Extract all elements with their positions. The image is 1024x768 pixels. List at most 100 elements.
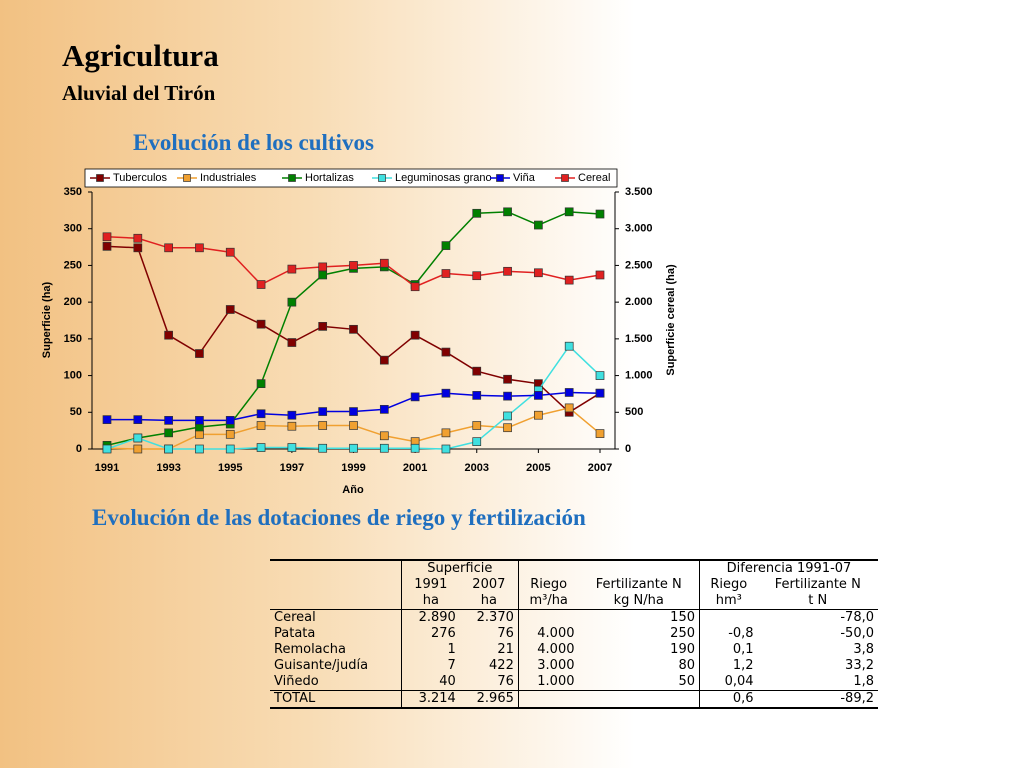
- point: [595, 270, 605, 280]
- table-row: 1991 2007 Riego Fertilizante N Riego Fertiliz…: [270, 577, 878, 593]
- table-cell: -0,8: [698, 626, 758, 642]
- table-cell: 2.370: [476, 610, 514, 625]
- legend-marker: [496, 174, 504, 182]
- point: [595, 429, 605, 438]
- table-cell: 0,6: [698, 690, 758, 709]
- group-header: Superficie: [400, 559, 519, 577]
- point: [287, 264, 297, 274]
- point: [318, 421, 328, 430]
- point: [349, 324, 358, 334]
- table-cell: 50: [678, 674, 695, 689]
- y2-tick-label: 2.500: [625, 259, 653, 271]
- point: [195, 243, 204, 253]
- point: [472, 208, 482, 218]
- legend-box: [84, 168, 618, 188]
- point: [318, 270, 328, 280]
- x-tick-label: 2001: [403, 462, 427, 474]
- point: [441, 388, 451, 398]
- point: [102, 232, 112, 242]
- point: [379, 431, 389, 441]
- series-line: [107, 391, 601, 422]
- point: [164, 416, 173, 425]
- legend-marker: [561, 174, 569, 182]
- table-cell: 250: [670, 626, 695, 641]
- point: [410, 443, 420, 453]
- table-cell: 2.890: [400, 609, 460, 626]
- point: [441, 428, 451, 438]
- table-cell: 1,8: [853, 674, 874, 689]
- y-axis-label: Superficie (ha): [41, 281, 53, 358]
- point: [410, 392, 420, 402]
- point: [287, 338, 297, 347]
- table-title: Evolución de las dotaciones de riego y f…: [92, 505, 586, 530]
- table-row: ha ha m³/ha kg N/ha hm³ t N: [270, 593, 878, 610]
- legend-marker: [378, 174, 386, 182]
- point: [256, 421, 266, 430]
- point: [379, 355, 389, 365]
- point: [503, 411, 512, 421]
- point: [349, 443, 358, 453]
- table-cell: [698, 609, 758, 626]
- table-cell: [578, 690, 700, 709]
- x-tick-label: 1995: [218, 462, 242, 474]
- column-header: Riego: [698, 577, 758, 593]
- point: [318, 407, 328, 416]
- point: [225, 416, 235, 425]
- table-cell: 0,04: [698, 674, 758, 691]
- table-cell: -50,0: [840, 626, 874, 641]
- x-tick-label: 1991: [95, 462, 119, 474]
- point: [564, 275, 574, 285]
- point: [164, 243, 173, 253]
- x-axis-label: Año: [342, 484, 364, 496]
- point: [564, 341, 574, 351]
- table-cell: 150: [670, 610, 695, 625]
- table-cell: 422: [489, 658, 514, 673]
- point: [349, 261, 358, 270]
- unit-header: ha: [400, 593, 460, 610]
- point: [379, 258, 389, 268]
- slide-subtitle: Aluvial del Tirón: [62, 81, 216, 105]
- table-cell: -78,0: [840, 610, 874, 625]
- table-row: TOTAL 3.214 2.965 0,6 -89,2: [270, 690, 878, 709]
- table-cell: 33,2: [845, 658, 874, 673]
- table-cell: 21: [497, 642, 514, 657]
- point: [225, 247, 235, 257]
- row-label: Guisante/judía: [274, 658, 369, 673]
- point: [595, 388, 605, 398]
- column-header: 1991: [400, 577, 460, 593]
- table-cell: 4.000: [517, 642, 579, 658]
- point: [287, 443, 297, 452]
- row-label: Viñedo: [274, 674, 319, 689]
- table-cell: 40: [400, 674, 460, 691]
- y2-tick-label: 0: [625, 443, 631, 455]
- point: [133, 233, 143, 243]
- x-tick-label: 1993: [156, 462, 180, 474]
- point: [102, 241, 112, 251]
- legend-label: Tuberculos: [113, 172, 168, 184]
- point: [318, 262, 328, 272]
- table-cell: 1,2: [698, 658, 758, 674]
- point: [472, 391, 482, 400]
- x-tick-label: 1999: [341, 462, 365, 474]
- point: [256, 443, 266, 452]
- table-cell: 2.965: [459, 690, 519, 709]
- legend-marker: [288, 174, 296, 182]
- row-label: Remolacha: [274, 642, 346, 657]
- row-label: TOTAL: [270, 690, 402, 709]
- table-cell: [517, 690, 579, 709]
- point: [503, 266, 512, 276]
- point: [503, 207, 512, 217]
- point: [256, 379, 266, 388]
- x-tick-label: 2007: [588, 462, 612, 474]
- column-header: Fertilizante N: [774, 577, 861, 592]
- table-cell: 80: [678, 658, 695, 673]
- y-tick-label: 150: [64, 333, 82, 345]
- column-header: Fertilizante N: [595, 577, 682, 592]
- table-cell: 276: [400, 626, 460, 642]
- table-row: Cereal 2.890 2.370 150 -78,0: [270, 609, 878, 626]
- legend-item: Tuberculos: [90, 172, 168, 184]
- header-cell: [270, 577, 401, 593]
- point: [472, 366, 482, 376]
- y-tick-label: 350: [64, 186, 82, 198]
